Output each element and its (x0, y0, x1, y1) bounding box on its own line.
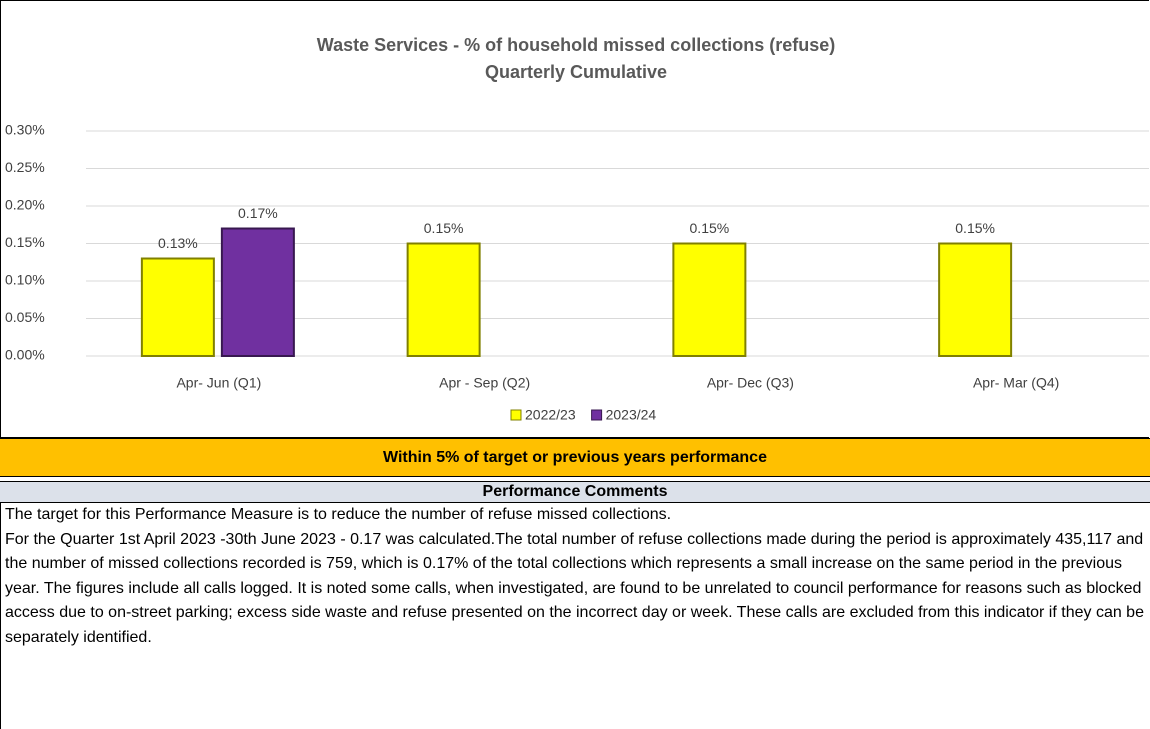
chart-area: Waste Services - % of household missed c… (0, 0, 1149, 438)
chart-subtitle: Quarterly Cumulative (485, 62, 667, 82)
bar (406, 242, 481, 357)
bar (938, 242, 1013, 357)
bar (672, 242, 747, 357)
x-tick-label: Apr - Sep (Q2) (439, 375, 530, 391)
bar (220, 227, 295, 357)
x-tick-label: Apr- Dec (Q3) (707, 375, 794, 391)
chart: Waste Services - % of household missed c… (5, 35, 1149, 423)
data-label: 0.13% (158, 235, 198, 251)
x-tick-label: Apr- Mar (Q4) (973, 375, 1059, 391)
y-tick-label: 0.00% (5, 347, 45, 363)
y-tick-label: 0.20% (5, 197, 45, 213)
comment-paragraph: For the Quarter 1st April 2023 -30th Jun… (5, 530, 1144, 646)
legend-swatch (591, 409, 603, 421)
data-label: 0.15% (955, 220, 995, 236)
legend-label: 2023/24 (606, 407, 657, 423)
data-label: 0.15% (424, 220, 464, 236)
legend-swatch (510, 409, 522, 421)
y-tick-label: 0.30% (5, 122, 45, 138)
comments-heading: Performance Comments (0, 481, 1150, 503)
x-tick-label: Apr- Jun (Q1) (176, 375, 261, 391)
bar (140, 257, 215, 357)
comment-paragraph: The target for this Performance Measure … (5, 506, 672, 523)
y-tick-label: 0.15% (5, 234, 45, 250)
y-tick-label: 0.25% (5, 159, 45, 175)
chart-title: Waste Services - % of household missed c… (317, 35, 835, 55)
comments: The target for this Performance Measure … (0, 503, 1150, 729)
data-label: 0.15% (690, 220, 730, 236)
y-tick-label: 0.10% (5, 272, 45, 288)
status-banner: Within 5% of target or previous years pe… (0, 438, 1150, 477)
y-tick-label: 0.05% (5, 309, 45, 325)
legend-label: 2022/23 (525, 407, 576, 423)
data-label: 0.17% (238, 205, 278, 221)
